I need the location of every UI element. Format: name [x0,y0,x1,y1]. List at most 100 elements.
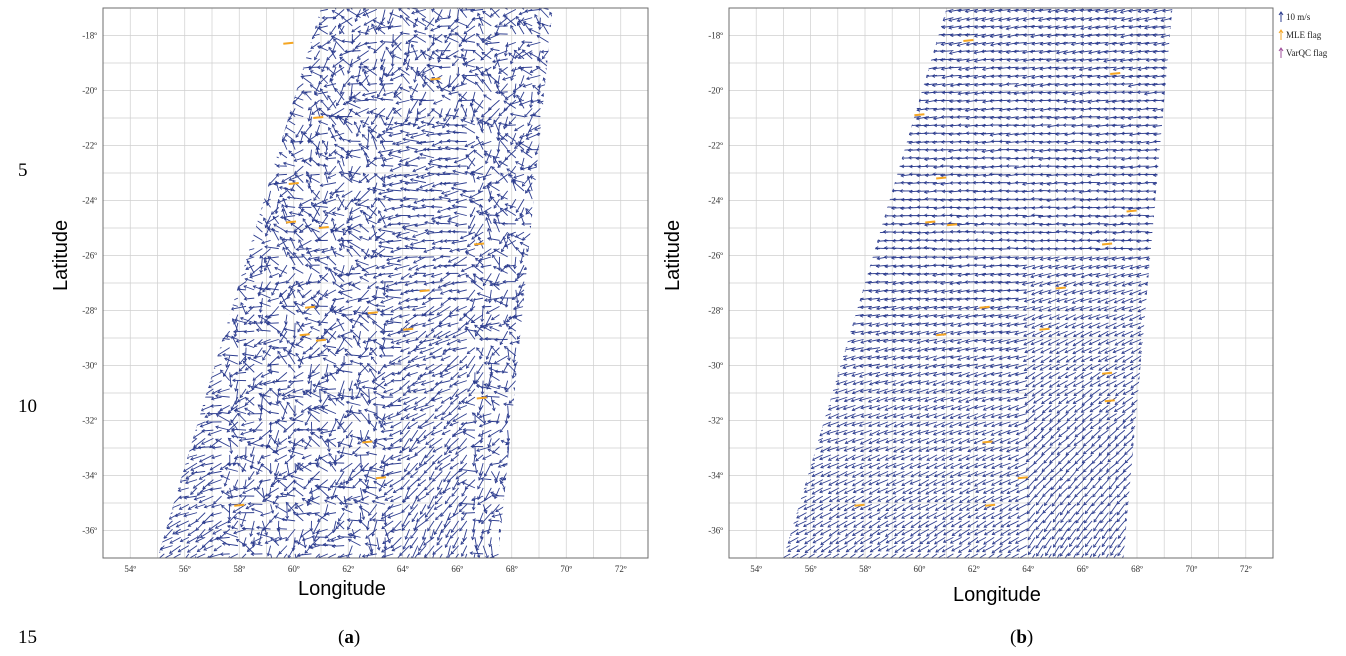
wind-vector-head [491,442,496,446]
wind-vector [319,435,329,447]
wind-vector-head [248,476,252,481]
wind-vector [452,330,467,338]
wind-vector-head [297,462,301,467]
wind-vector [413,404,427,410]
wind-vector [387,446,402,450]
wind-vector-head [225,364,229,369]
wind-vector [459,495,468,507]
wind-vector-head [93,354,96,357]
wind-vector [360,393,370,406]
wind-vector [478,512,484,523]
wind-vector-head [381,331,386,335]
wind-vector-head [423,434,427,439]
wind-vector-head [423,313,427,317]
wind-vector-head [493,360,498,365]
wind-vector-head [432,334,437,338]
wind-vector [436,305,451,316]
wind-vector-head [390,424,394,429]
wind-vector [318,314,329,326]
wind-vector [508,322,517,330]
wind-vector [222,354,238,357]
wind-vector-head [430,327,435,332]
wind-vector-head [296,321,300,325]
wind-vector [197,487,206,496]
wind-vector [228,413,239,426]
wind-vector [462,529,468,542]
wind-vector [288,429,296,439]
wind-vector [479,397,484,410]
wind-vector-head [413,526,418,530]
wind-vector-head [229,373,233,378]
wind-vector-head [339,454,344,459]
wind-vector [312,363,320,374]
wind-vector-head [401,527,406,532]
wind-vector [248,471,255,481]
wind-vector [256,462,263,475]
wind-vector-head [257,486,261,491]
wind-vector-head [272,563,275,566]
wind-vector-head [458,317,463,321]
wind-vector-head [497,464,502,468]
wind-vector-head [294,399,299,403]
wind-vector [434,503,443,510]
wind-vector-head [320,350,324,354]
wind-vector [256,329,271,332]
wind-vector [383,322,394,325]
wind-vector-head [283,429,287,433]
wind-vector-head [221,504,225,509]
wind-vector [350,528,361,537]
wind-vector [259,479,271,483]
wind-vector [368,504,378,516]
wind-vector-head [309,477,314,481]
wind-vector-head [280,304,285,309]
wind-vector [415,330,427,341]
wind-vector-head [327,460,331,465]
wind-vector [488,519,500,522]
wind-vector [472,496,476,510]
wind-vector-head [219,466,224,470]
wind-vector [404,462,410,472]
wind-vector-head [300,323,305,327]
wind-vector-head [286,401,291,406]
wind-vector [417,421,427,429]
wind-vector [366,486,377,489]
wind-vector-head [415,495,419,500]
wind-vector-head [450,376,454,381]
wind-vector [211,388,222,395]
wind-vector-head [222,373,227,378]
wind-vector [238,363,247,372]
wind-vector [347,405,353,417]
wind-vector [446,545,451,558]
wind-vector-head [441,431,446,435]
wind-vector-head [434,408,439,412]
wind-vector [505,324,517,332]
wind-vector [258,529,263,545]
wind-vector-head [203,504,208,509]
wind-vector [428,363,443,374]
wind-vector-head [404,319,409,324]
wind-vector [187,545,198,553]
wind-vector [428,297,443,300]
wind-vector-head [476,347,480,351]
wind-vector-head [462,427,466,432]
wind-vector [175,528,189,535]
wind-vector [316,528,328,534]
wind-vector [215,520,230,529]
wind-vector-head [163,535,168,539]
wind-vector-head [474,469,479,474]
wind-vector-head [256,532,261,536]
wind-vector [324,306,337,317]
wind-vector-head [215,413,220,418]
wind-vector [452,347,467,352]
wind-vector-head [491,493,495,498]
wind-vector-head [271,482,276,487]
wind-vector-head [251,386,255,391]
wind-vector-head [457,406,462,410]
wind-vector-head [382,446,386,451]
wind-vector-head [361,554,366,558]
wind-vector-head [309,346,314,351]
wind-vector-head [465,321,470,326]
wind-vector-head [95,484,98,487]
wind-vector [278,545,288,555]
wind-vector-head [202,485,206,490]
